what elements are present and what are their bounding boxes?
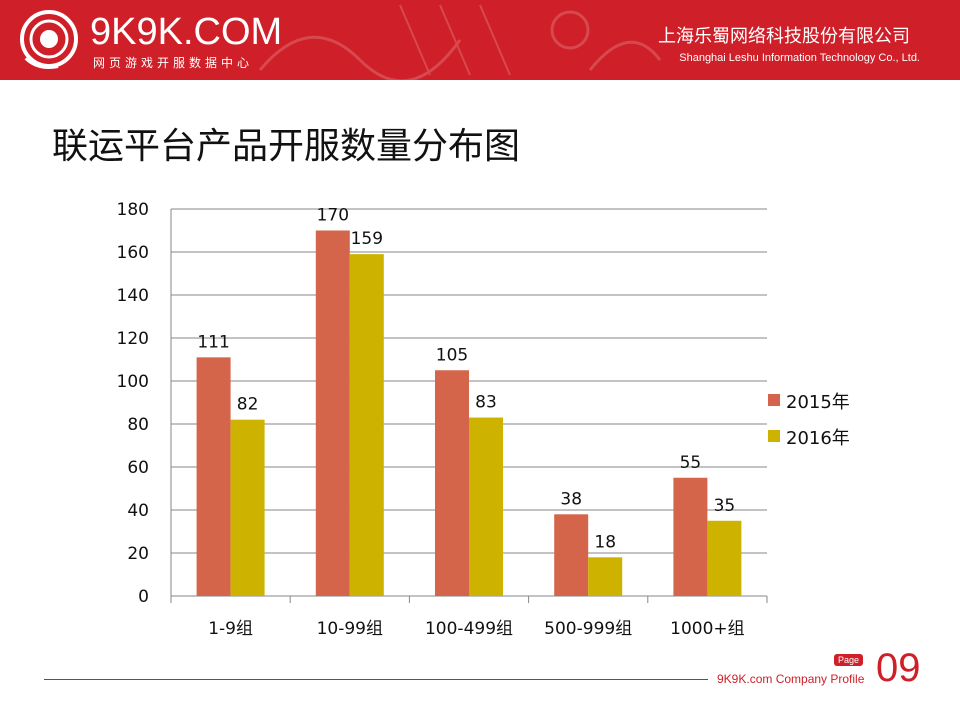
x-tick-label: 10-99组 bbox=[317, 619, 383, 639]
legend-label: 2016年 bbox=[786, 428, 850, 449]
bar-series2 bbox=[469, 417, 503, 596]
brand-name: 9K9K.COM bbox=[90, 11, 283, 53]
y-tick-label: 0 bbox=[138, 587, 149, 607]
legend-label: 2015年 bbox=[786, 392, 850, 413]
page-label-badge: Page bbox=[834, 654, 864, 666]
brand-subtitle: 网页游戏开服数据中心 bbox=[93, 56, 254, 70]
company-name-cn: 上海乐蜀网络科技股份有限公司 bbox=[658, 26, 910, 47]
page-number: 09 bbox=[876, 646, 921, 690]
company-name-en: Shanghai Leshu Information Technology Co… bbox=[679, 52, 920, 64]
legend-swatch bbox=[768, 394, 780, 406]
y-tick-label: 20 bbox=[127, 544, 149, 564]
decorative-pattern bbox=[258, 4, 662, 80]
data-label: 170 bbox=[317, 206, 349, 226]
bar-series1 bbox=[315, 230, 350, 596]
y-tick-label: 180 bbox=[117, 200, 149, 220]
y-tick-label: 40 bbox=[127, 501, 149, 521]
bar-series1 bbox=[435, 370, 469, 596]
bar-series1 bbox=[673, 477, 708, 596]
header-banner: 9K9K.COM 网页游戏开服数据中心 上海乐蜀网络科技股份有限公司 Shang… bbox=[0, 0, 960, 80]
bar-series2 bbox=[349, 254, 384, 596]
data-label: 35 bbox=[714, 496, 736, 516]
y-tick-label: 100 bbox=[117, 372, 149, 392]
y-tick-label: 60 bbox=[127, 458, 149, 478]
x-tick-label: 1000+组 bbox=[670, 619, 745, 639]
x-tick-label: 1-9组 bbox=[208, 619, 253, 639]
logo-icon bbox=[20, 10, 78, 69]
y-tick-label: 140 bbox=[117, 286, 149, 306]
x-tick-label: 500-999组 bbox=[544, 619, 632, 639]
data-label: 82 bbox=[237, 395, 259, 415]
data-label: 83 bbox=[475, 393, 497, 413]
x-tick-label: 100-499组 bbox=[425, 619, 513, 639]
bar-series2 bbox=[230, 419, 265, 596]
y-tick-label: 120 bbox=[117, 329, 149, 349]
page-title: 联运平台产品开服数量分布图 bbox=[52, 126, 521, 167]
data-label: 38 bbox=[560, 489, 582, 509]
y-tick-label: 80 bbox=[127, 415, 149, 435]
bar-series1 bbox=[196, 357, 231, 596]
bar-series1 bbox=[554, 514, 589, 596]
y-tick-label: 160 bbox=[117, 243, 149, 263]
data-label: 111 bbox=[197, 332, 229, 352]
data-label: 18 bbox=[594, 532, 616, 552]
data-label: 55 bbox=[680, 453, 702, 473]
data-label: 159 bbox=[351, 229, 383, 249]
legend-swatch bbox=[768, 430, 780, 442]
bar-series2 bbox=[707, 520, 742, 596]
footer-company-profile: 9K9K.com Company Profile bbox=[717, 672, 865, 686]
footer-divider bbox=[44, 679, 708, 680]
data-label: 105 bbox=[436, 345, 468, 365]
bar-series2 bbox=[588, 557, 623, 596]
